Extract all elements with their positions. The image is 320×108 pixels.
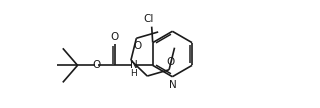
Text: H: H xyxy=(130,69,137,78)
Text: N: N xyxy=(169,80,177,90)
Text: O: O xyxy=(133,41,141,51)
Text: O: O xyxy=(166,57,174,67)
Text: N: N xyxy=(130,60,137,70)
Text: O: O xyxy=(92,60,100,70)
Text: O: O xyxy=(111,32,119,42)
Text: Cl: Cl xyxy=(143,14,154,24)
